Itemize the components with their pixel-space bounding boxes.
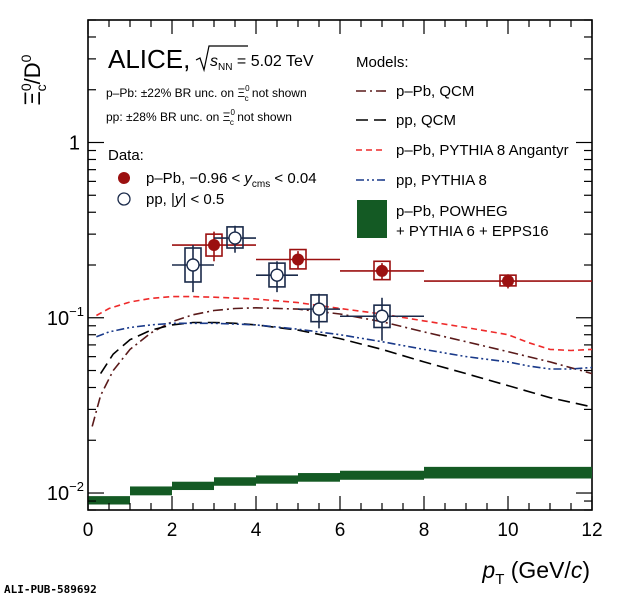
x-tick-label: 10	[497, 520, 518, 541]
pp-qcm-curve	[99, 321, 593, 408]
y-tick-label: 1	[69, 133, 80, 155]
x-tick-label: 2	[167, 520, 178, 541]
x-tick-label: 4	[251, 520, 262, 541]
ppb-sysbox-2	[373, 260, 391, 281]
x-tick-label: 6	[335, 520, 346, 541]
ppb-sysbox-1	[289, 248, 307, 270]
powheg-band-layer	[88, 466, 592, 505]
pp-sysbox-0	[184, 247, 202, 283]
y-tick-label: 10−2	[47, 479, 84, 505]
powheg-band-bin-4	[256, 475, 298, 484]
legend-box-powheg	[357, 200, 387, 238]
legend-label-ppb-angantyr: p–Pb, PYTHIA 8 Angantyr	[396, 142, 569, 159]
legend-marker-pp	[117, 192, 131, 206]
pp-sysbox-4	[373, 304, 391, 329]
br-note-ppb: p–Pb: ±22% BR unc. on Ξ0 c not shown	[106, 84, 307, 103]
pp-sysbox-3	[310, 294, 328, 323]
powheg-band-bin-0	[88, 496, 130, 505]
pp-sysbox-2	[268, 262, 286, 288]
y-axis-label: Ξ0c/D0	[18, 54, 49, 105]
ppb-point-2	[376, 264, 388, 277]
ppb-qcm-curve	[91, 306, 593, 427]
data-points-layer	[172, 225, 592, 341]
powheg-band-bin-6	[340, 470, 424, 480]
energy-label: sNN = 5.02 TeV	[195, 45, 314, 73]
legend-label-ppb: p–Pb, −0.96 < ycms < 0.04	[146, 170, 317, 190]
x-tick-label: 12	[581, 520, 602, 541]
pp-point-4	[375, 309, 389, 323]
ppb-angantyr-curve	[96, 295, 593, 352]
powheg-band-bin-3	[214, 477, 256, 486]
powheg-band-bin-7	[424, 466, 592, 479]
ppb-point-1	[292, 253, 304, 266]
publication-id: ALI-PUB-589692	[4, 583, 97, 596]
legend-label-pp: pp, |y| < 0.5	[146, 191, 224, 208]
pp-point-0	[186, 258, 200, 272]
ppb-point-0	[208, 239, 220, 252]
y-tick-label: 10−1	[47, 304, 84, 330]
ppb-point-3	[502, 275, 514, 288]
x-tick-label: 0	[83, 520, 94, 541]
powheg-band-bin-2	[172, 481, 214, 491]
models-legend-title: Models:	[356, 54, 409, 71]
pp-point-3	[312, 302, 326, 316]
data-legend-title: Data:	[108, 147, 144, 164]
energy-value: sNN = 5.02 TeV	[210, 53, 314, 73]
legend-label-powheg-2: + PYTHIA 6 + EPPS16	[396, 223, 549, 240]
legend-label-powheg-1: p–Pb, POWHEG	[396, 203, 508, 220]
legend-marker-ppb	[118, 172, 130, 184]
br-note-pp: pp: ±28% BR unc. on Ξ0 c not shown	[106, 108, 292, 127]
model-curves-layer	[91, 295, 593, 427]
axis-ticks-layer: 0 2 4 6 8 10 12 10−2 10−1 1	[47, 19, 603, 541]
ppb-sysbox-0	[205, 233, 223, 257]
pp-point-1	[228, 231, 242, 245]
x-tick-label: 8	[419, 520, 430, 541]
pp-point-2	[270, 268, 284, 282]
powheg-band-bin-1	[130, 486, 172, 496]
pp-pythia8-curve	[96, 322, 593, 370]
powheg-band-bin-5	[298, 473, 340, 482]
chart-title: ALICE,	[108, 44, 190, 74]
x-axis-label: pT (GeV/c)	[481, 557, 590, 588]
pp-sysbox-1	[226, 226, 244, 249]
sqrt-symbol	[195, 45, 248, 73]
legend-label-pp-qcm: pp, QCM	[396, 112, 456, 129]
legend-label-pp-pythia8: pp, PYTHIA 8	[396, 172, 487, 189]
legend-label-ppb-qcm: p–Pb, QCM	[396, 83, 474, 100]
